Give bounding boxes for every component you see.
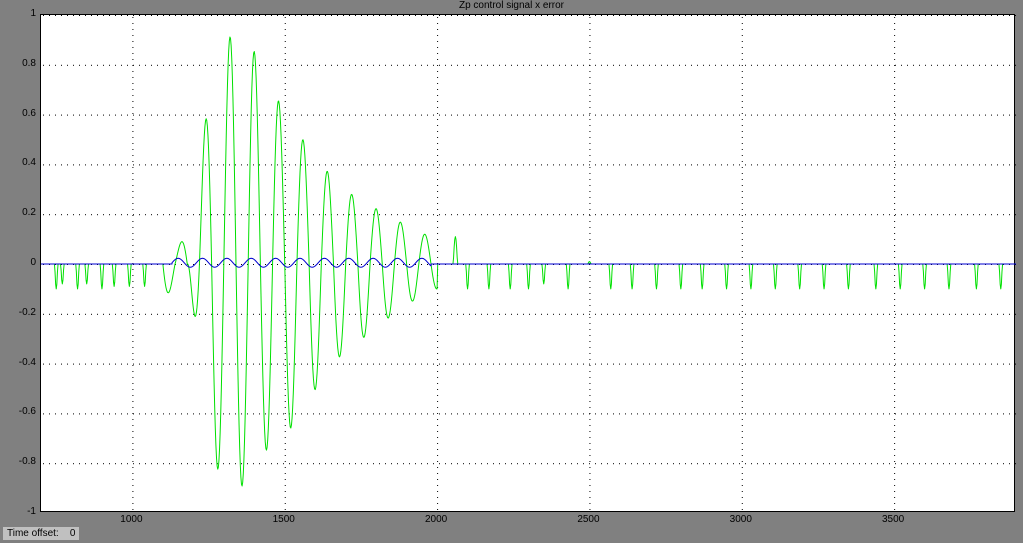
y-tick-label: 0 (6, 257, 36, 268)
plot-area (40, 14, 1015, 512)
chart-title: Zp control signal x error (0, 0, 1023, 11)
x-tick-label: 2000 (425, 514, 447, 525)
y-tick-label: 0.6 (6, 108, 36, 119)
time-offset-label: Time offset: 0 (2, 526, 80, 541)
time-offset-text: Time offset: (7, 528, 59, 539)
plot-svg (41, 15, 1016, 513)
time-offset-value: 0 (70, 528, 76, 539)
y-tick-label: 1 (6, 8, 36, 19)
x-tick-label: 3000 (730, 514, 752, 525)
y-tick-label: -0.6 (6, 406, 36, 417)
x-tick-label: 2500 (577, 514, 599, 525)
x-tick-label: 3500 (882, 514, 904, 525)
y-tick-label: 0.8 (6, 58, 36, 69)
y-tick-label: -0.2 (6, 307, 36, 318)
scope-window: Zp control signal x error -1 -0.8 -0.6 -0.4… (0, 0, 1023, 543)
y-tick-label: 0.4 (6, 157, 36, 168)
y-tick-label: 0.2 (6, 207, 36, 218)
x-tick-label: 1000 (120, 514, 142, 525)
y-tick-label: -0.4 (6, 357, 36, 368)
y-tick-label: -0.8 (6, 456, 36, 467)
y-tick-label: -1 (6, 506, 36, 517)
x-tick-label: 1500 (273, 514, 295, 525)
